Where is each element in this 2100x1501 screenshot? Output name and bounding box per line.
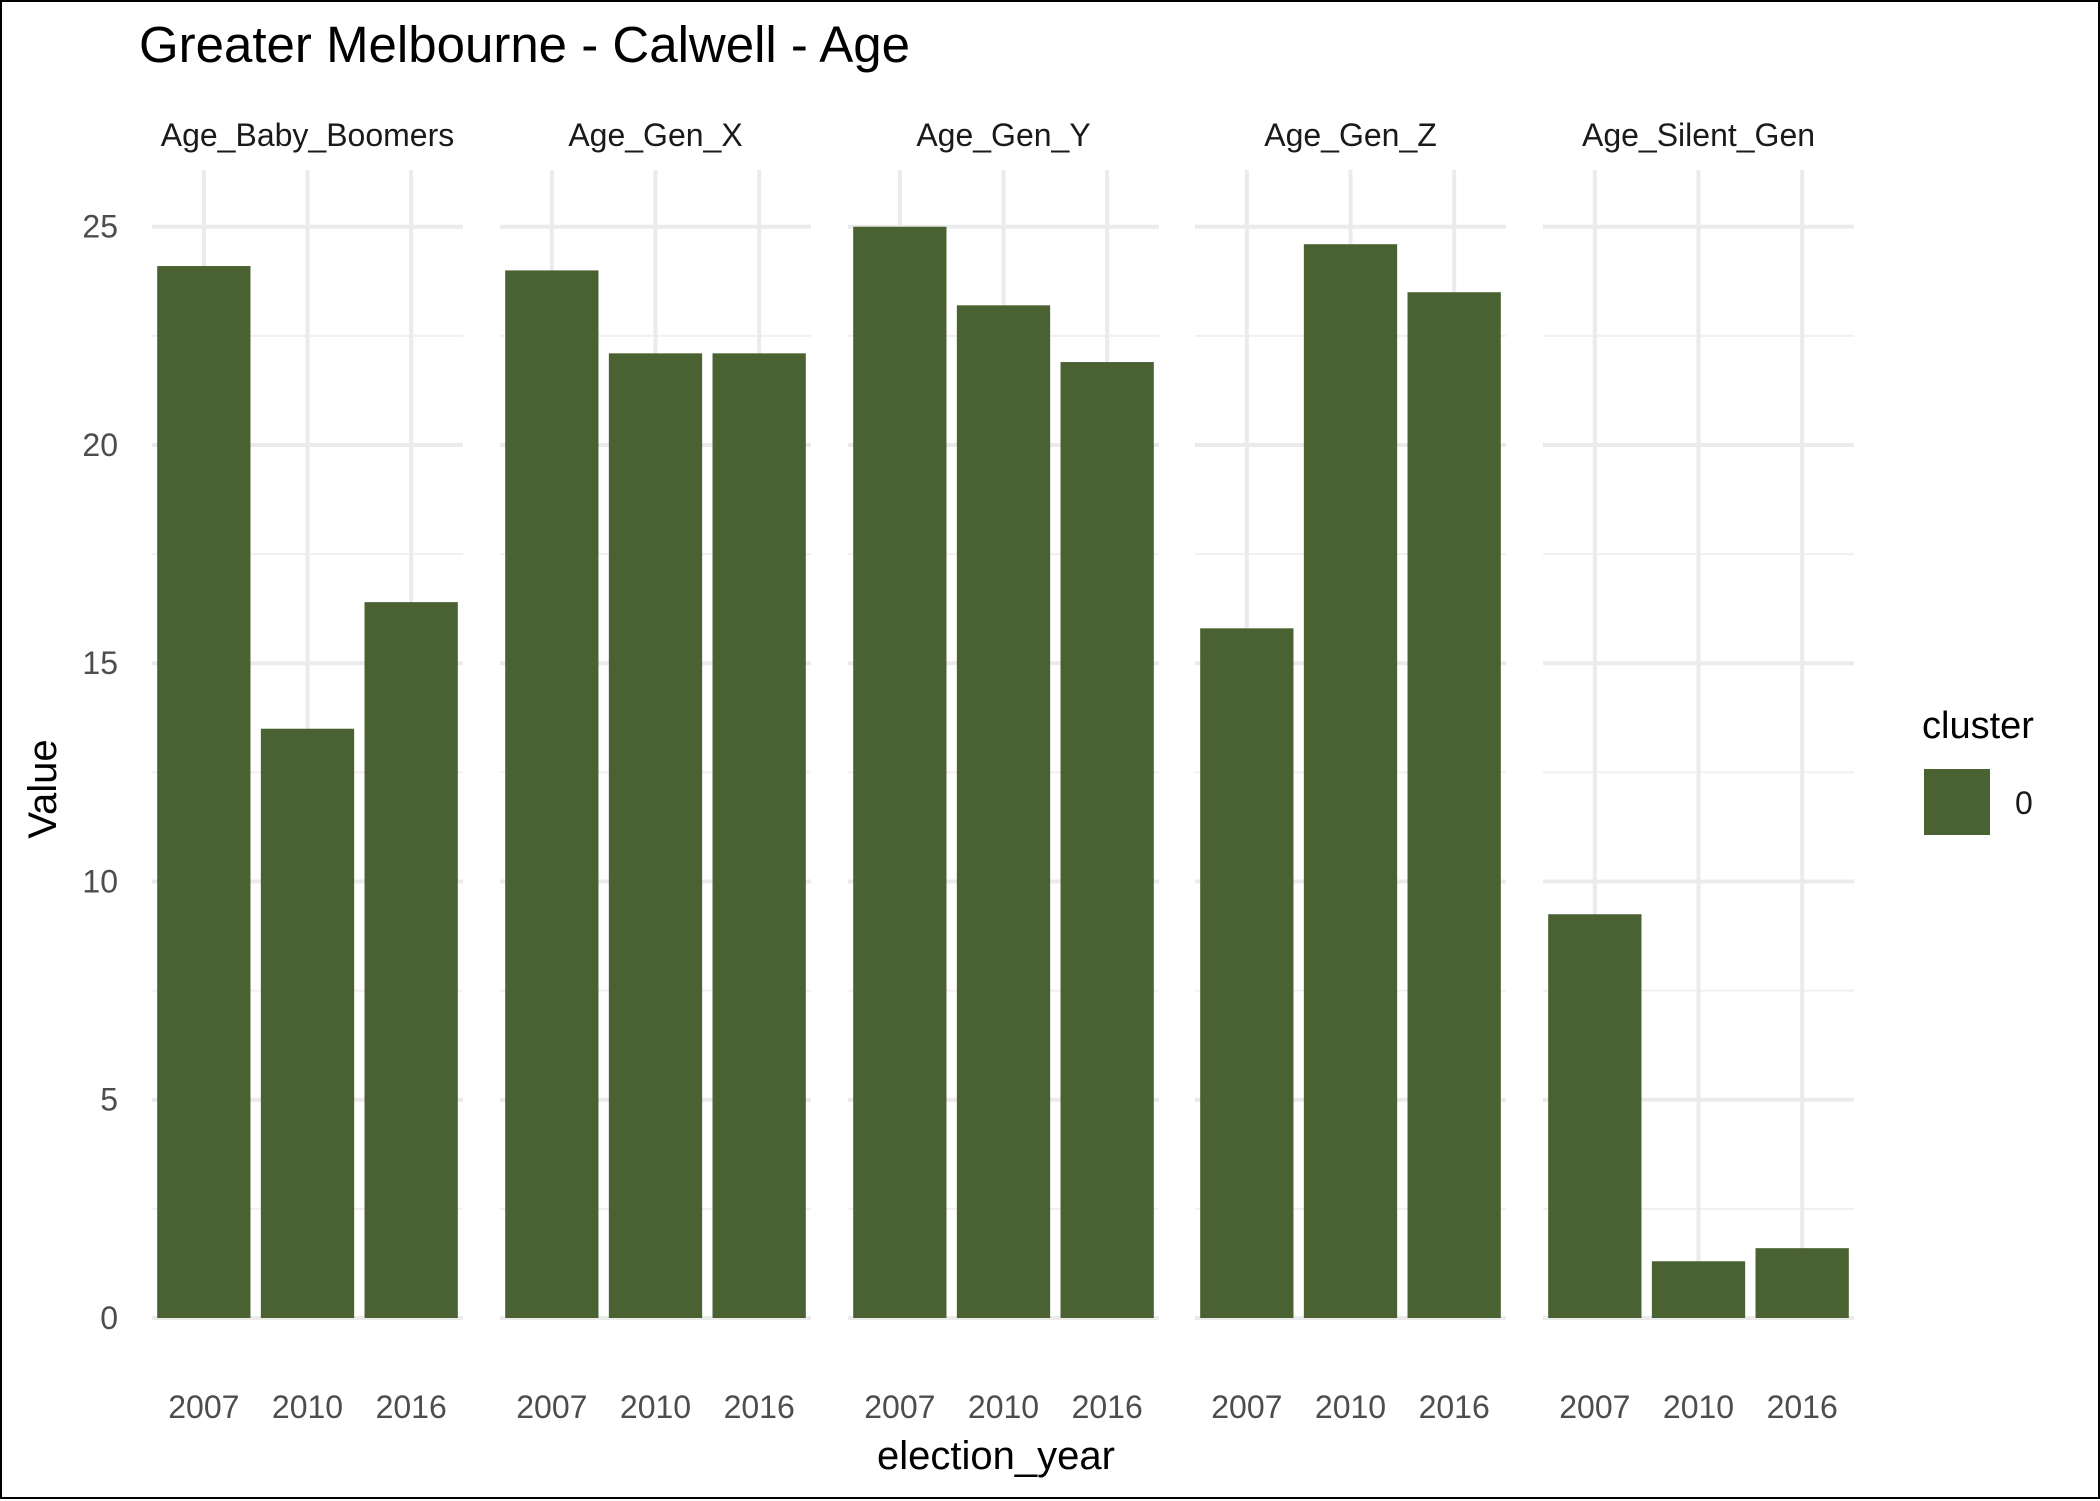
x-tick-label: 2016 xyxy=(1767,1389,1838,1425)
facet-strip-label: Age_Gen_Z xyxy=(1264,117,1437,153)
facet-strip-label: Age_Gen_Y xyxy=(916,117,1090,153)
y-tick-label: 10 xyxy=(82,863,118,899)
y-tick-label: 15 xyxy=(82,645,118,681)
x-tick-label: 2010 xyxy=(1315,1389,1386,1425)
y-axis-label: Value xyxy=(21,739,65,838)
bar xyxy=(1651,1261,1746,1318)
bar xyxy=(853,226,947,1319)
facet-strip-label: Age_Gen_X xyxy=(568,117,742,153)
x-tick-label: 2016 xyxy=(724,1389,795,1425)
y-tick-label: 25 xyxy=(82,209,118,245)
x-tick-label: 2016 xyxy=(376,1389,447,1425)
legend: cluster 0 xyxy=(1922,705,2034,835)
bar xyxy=(1303,244,1398,1318)
bar xyxy=(712,353,806,1318)
legend-key-0 xyxy=(1924,769,1990,835)
x-tick-label: 2010 xyxy=(620,1389,691,1425)
bar xyxy=(364,602,458,1318)
facet-panel: 2007 2010 2016 Age_Gen_X xyxy=(500,117,811,1425)
legend-label-0: 0 xyxy=(2015,785,2033,821)
facet-strip-label: Age_Silent_Gen xyxy=(1582,117,1815,153)
bar xyxy=(1407,292,1501,1319)
x-tick-label: 2007 xyxy=(1211,1389,1282,1425)
facet-strip-label: Age_Baby_Boomers xyxy=(161,117,455,153)
x-tick-label: 2010 xyxy=(272,1389,343,1425)
chart-title: Greater Melbourne - Calwell - Age xyxy=(139,16,910,73)
x-tick-label: 2007 xyxy=(1559,1389,1630,1425)
facet-panel: 2007 2010 2016 Age_Baby_Boomers xyxy=(152,117,463,1425)
x-tick-label: 2016 xyxy=(1072,1389,1143,1425)
x-tick-label: 2016 xyxy=(1419,1389,1490,1425)
facet-panel: 2007 2010 2016 Age_Gen_Z xyxy=(1195,117,1506,1425)
y-tick-label: 5 xyxy=(100,1082,118,1118)
bar xyxy=(157,266,251,1319)
x-tick-label: 2010 xyxy=(968,1389,1039,1425)
bar xyxy=(505,270,599,1318)
x-tick-label: 2007 xyxy=(516,1389,587,1425)
x-axis-label: election_year xyxy=(877,1434,1115,1478)
facet-panel: 2007 2010 2016 Age_Silent_Gen xyxy=(1543,117,1854,1425)
bar xyxy=(1548,914,1642,1318)
x-tick-label: 2010 xyxy=(1663,1389,1734,1425)
bar xyxy=(260,728,355,1318)
bar xyxy=(608,353,703,1318)
bar xyxy=(1060,362,1154,1319)
x-tick-label: 2007 xyxy=(168,1389,239,1425)
y-tick-label: 20 xyxy=(82,427,118,463)
y-tick-label: 0 xyxy=(100,1300,118,1336)
facet-panel: 2007 2010 2016 Age_Gen_Y xyxy=(848,117,1159,1425)
bar xyxy=(956,305,1051,1319)
bar xyxy=(1200,628,1294,1318)
legend-title: cluster xyxy=(1922,705,2034,747)
bar xyxy=(1755,1248,1849,1318)
x-tick-label: 2007 xyxy=(864,1389,935,1425)
